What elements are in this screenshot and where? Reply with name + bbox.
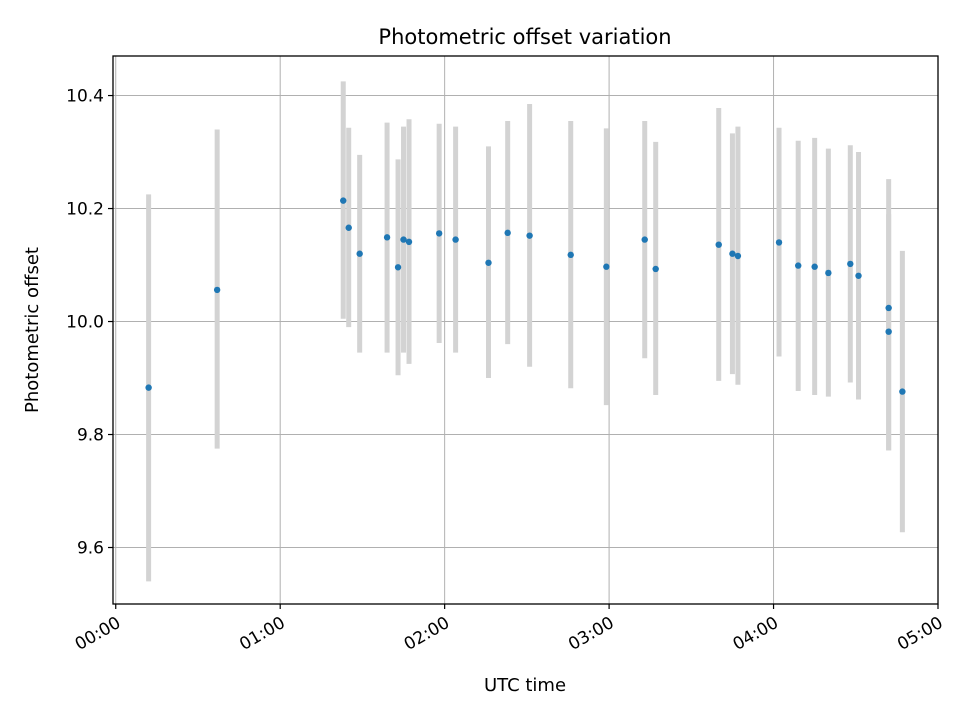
- plot-frame: [112, 55, 939, 605]
- data-point: [526, 232, 533, 239]
- data-point: [452, 236, 459, 243]
- data-point: [885, 328, 892, 335]
- data-point: [405, 238, 413, 246]
- y-tick-label: 9.6: [77, 539, 104, 559]
- data-point: [435, 230, 443, 237]
- data-point: [383, 234, 391, 241]
- data-point: [345, 224, 352, 231]
- data-point: [847, 260, 854, 268]
- x-axis-title: UTC time: [484, 675, 566, 696]
- data-point: [394, 264, 402, 271]
- data-point: [340, 197, 347, 204]
- data-point: [485, 259, 492, 266]
- data-point: [885, 304, 892, 312]
- data-point: [795, 262, 802, 269]
- data-point: [729, 250, 736, 257]
- y-tick-label: 10.4: [66, 87, 104, 107]
- data-point: [775, 239, 783, 246]
- data-point: [641, 236, 648, 243]
- data-point: [811, 263, 818, 270]
- y-tick-label: 10.0: [66, 313, 104, 333]
- data-point: [356, 250, 363, 257]
- data-point: [400, 236, 407, 243]
- data-point: [899, 388, 906, 395]
- chart-title: Photometric offset variation: [378, 25, 671, 49]
- data-point: [715, 241, 722, 248]
- y-axis-title: Photometric offset: [22, 247, 43, 413]
- data-point: [825, 269, 832, 277]
- data-point: [145, 384, 152, 391]
- data-points: [145, 197, 906, 395]
- y-tick-label: 9.8: [77, 426, 104, 446]
- data-point: [855, 272, 862, 279]
- y-tick-label: 10.2: [66, 200, 104, 220]
- data-point: [504, 229, 511, 237]
- data-point: [567, 251, 574, 259]
- data-point: [213, 286, 221, 294]
- data-point: [734, 252, 742, 260]
- data-point: [652, 265, 659, 273]
- data-point: [603, 263, 610, 270]
